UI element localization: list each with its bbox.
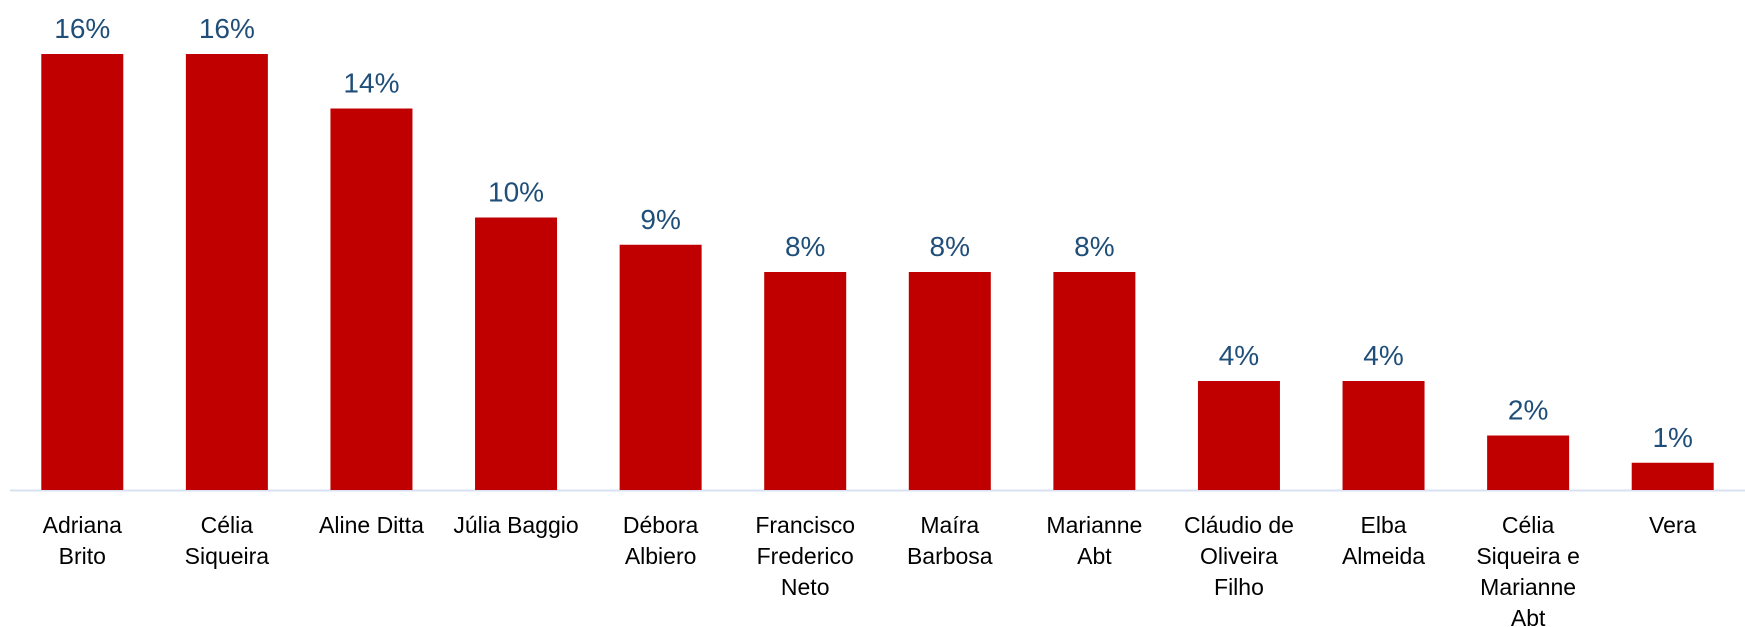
bar xyxy=(908,272,991,490)
value-label: 1% xyxy=(1652,422,1692,453)
x-tick-label: Vera xyxy=(1649,512,1697,538)
value-label: 8% xyxy=(785,231,825,262)
bar xyxy=(764,272,847,490)
value-label: 9% xyxy=(640,204,680,235)
bar xyxy=(1342,381,1425,490)
bar xyxy=(185,54,268,490)
bar xyxy=(1487,435,1570,490)
value-label: 8% xyxy=(1074,231,1114,262)
bar xyxy=(1197,381,1280,490)
bar xyxy=(1053,272,1136,490)
value-label: 4% xyxy=(1363,340,1403,371)
value-label: 14% xyxy=(343,68,399,99)
value-label: 2% xyxy=(1508,395,1548,426)
bar xyxy=(41,54,124,490)
x-tick-label: Débora Albiero xyxy=(622,512,699,569)
bar xyxy=(330,108,413,490)
x-tick-label: Francisco Frederico Neto xyxy=(755,512,856,600)
value-label: 10% xyxy=(488,177,544,208)
x-tick-label: Júlia Baggio xyxy=(453,512,579,538)
bar xyxy=(1631,462,1714,490)
value-label: 8% xyxy=(930,231,970,262)
x-tick-label: Cláudio de Oliveira Filho xyxy=(1183,512,1294,600)
bar xyxy=(619,244,702,490)
x-tick-label: Elba Almeida xyxy=(1341,512,1426,569)
value-label: 16% xyxy=(199,13,255,44)
value-label: 16% xyxy=(54,13,110,44)
x-tick-label: Célia Siqueira e Marianne Abt xyxy=(1476,512,1580,627)
value-label: 4% xyxy=(1219,340,1259,371)
x-tick-label: Adriana Brito xyxy=(42,512,122,569)
x-tick-label: Célia Siqueira xyxy=(184,512,270,569)
x-tick-label: Aline Ditta xyxy=(319,512,424,538)
bar xyxy=(475,217,558,490)
x-tick-label: Marianne Abt xyxy=(1046,512,1143,569)
x-tick-label: Maíra Barbosa xyxy=(906,512,993,569)
